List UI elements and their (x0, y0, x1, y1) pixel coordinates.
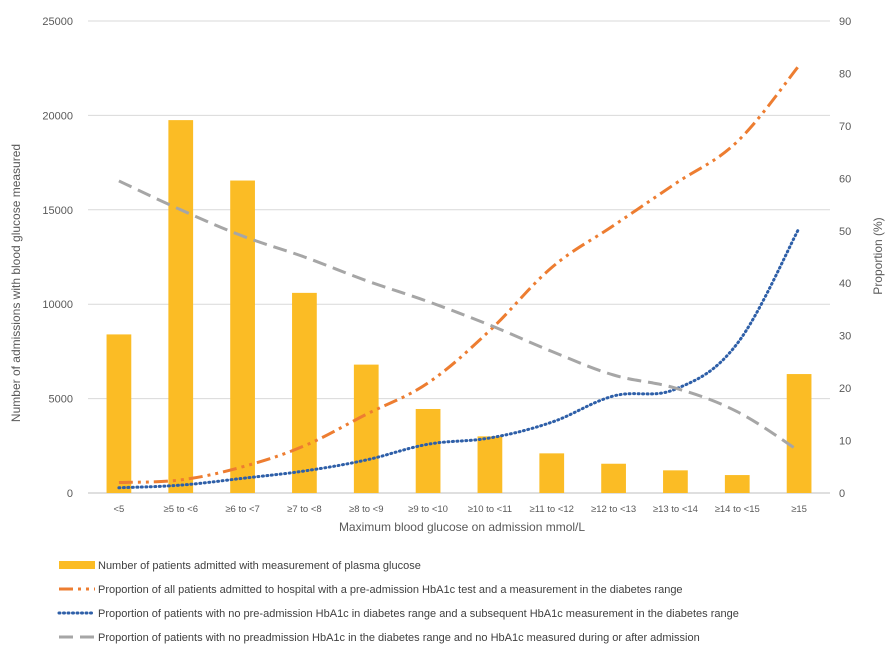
y-tick-label: 0 (67, 488, 73, 500)
x-axis-title: Maximum blood glucose on admission mmol/… (339, 520, 585, 534)
legend: Number of patients admitted with measure… (57, 560, 739, 644)
legend-label: Proportion of patients with no pre-admis… (98, 608, 739, 620)
y2-tick-label: 20 (839, 383, 851, 395)
y-axis-title: Number of admissions with blood glucose … (9, 144, 23, 422)
right-y-tick-labels: 0 10 20 30 40 50 60 70 80 90 (839, 16, 851, 500)
y2-tick-label: 30 (839, 331, 851, 343)
legend-label: Proportion of all patients admitted to h… (98, 584, 683, 596)
bar (663, 470, 688, 493)
x-tick-label: ≥11 to <12 (530, 504, 574, 515)
y-tick-label: 20000 (42, 110, 73, 122)
y-tick-label: 5000 (49, 394, 73, 406)
bar (353, 364, 379, 493)
y2-tick-label: 80 (839, 68, 851, 80)
y2-tick-label: 60 (839, 173, 851, 185)
y-tick-label: 15000 (42, 205, 73, 217)
y2-tick-label: 10 (839, 436, 851, 448)
bar (292, 292, 317, 493)
x-tick-label: <5 (113, 504, 124, 515)
x-tick-label: ≥14 to <15 (715, 504, 760, 515)
x-tick-label: ≥15 (791, 504, 807, 515)
series-line (118, 64, 801, 485)
bar (106, 334, 132, 493)
line-series (117, 64, 801, 490)
y2-tick-label: 40 (839, 278, 851, 290)
x-tick-label: ≥7 to <8 (287, 504, 322, 515)
bar-series (106, 120, 812, 494)
x-tick-label: ≥13 to <14 (653, 504, 698, 515)
bar (168, 120, 194, 494)
left-y-tick-labels: 0 5000 10000 15000 20000 25000 (42, 16, 73, 500)
bar (230, 180, 255, 493)
x-tick-labels: <5 ≥5 to <6 ≥6 to <7 ≥7 to <8 ≥8 to <9 ≥9 to … (113, 504, 806, 515)
x-tick-label: ≥12 to <13 (591, 504, 636, 515)
y2-tick-label: 70 (839, 121, 851, 133)
x-tick-label: ≥10 to <11 (468, 504, 512, 515)
bar (786, 374, 812, 493)
x-tick-label: ≥9 to <10 (408, 504, 448, 515)
legend-label: Proportion of patients with no preadmiss… (98, 632, 700, 644)
x-tick-label: ≥8 to <9 (349, 504, 384, 515)
y2-axis-title: Proportion (%) (871, 217, 885, 294)
gridlines (88, 20, 830, 494)
series-line (117, 226, 801, 490)
bar (477, 436, 503, 493)
series-line (118, 179, 800, 453)
bar (724, 475, 750, 493)
legend-swatch (59, 561, 95, 569)
y-tick-label: 10000 (42, 299, 73, 311)
bar (415, 408, 441, 493)
x-tick-label: ≥6 to <7 (225, 504, 260, 515)
y2-tick-label: 50 (839, 226, 851, 238)
bar (539, 453, 565, 493)
y-tick-label: 25000 (42, 16, 73, 28)
y2-tick-label: 90 (839, 16, 851, 28)
x-tick-label: ≥5 to <6 (163, 504, 198, 515)
y2-tick-label: 0 (839, 488, 845, 500)
legend-label: Number of patients admitted with measure… (98, 560, 421, 572)
bar (601, 463, 626, 493)
